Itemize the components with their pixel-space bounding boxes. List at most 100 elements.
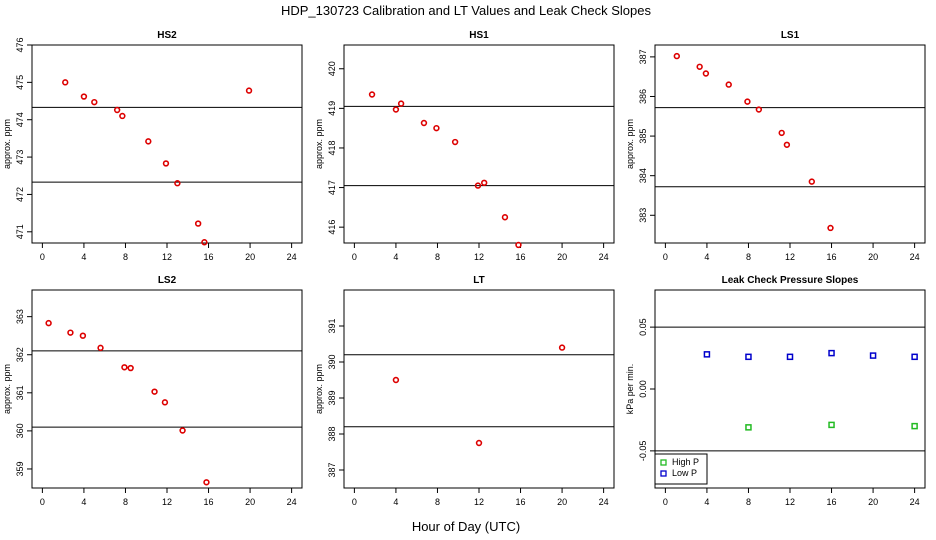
y-tick-label: -0.05 <box>638 441 648 462</box>
x-tick-label: 0 <box>40 497 45 507</box>
x-tick-label: 4 <box>81 497 86 507</box>
legend-marker <box>660 470 667 477</box>
data-point <box>420 119 428 127</box>
x-tick-label: 8 <box>746 252 751 262</box>
data-point <box>113 106 121 114</box>
legend-marker <box>660 459 667 466</box>
y-tick-label: 420 <box>327 61 337 76</box>
x-tick-label: 24 <box>287 252 297 262</box>
x-tick-label: 20 <box>557 252 567 262</box>
x-tick-label: 0 <box>352 252 357 262</box>
legend-label: High P <box>672 457 699 467</box>
legend-label: Low P <box>672 468 697 478</box>
data-point <box>67 329 74 336</box>
x-tick-label: 0 <box>663 252 668 262</box>
x-tick-label: 24 <box>910 252 920 262</box>
y-axis-label: approx. ppm <box>314 119 324 169</box>
data-point <box>45 319 52 327</box>
panel-hs2: HS2 0 4 8 12 16 20 24 471 472 473 474 475 476 approx. … <box>2 30 303 262</box>
data-point-low-p <box>869 352 877 359</box>
data-point <box>778 129 785 137</box>
y-tick-label: 389 <box>327 390 337 405</box>
x-tick-label: 12 <box>785 252 795 262</box>
x-tick-label: 24 <box>287 497 297 507</box>
x-tick-label: 24 <box>910 497 920 507</box>
y-tick-label: 418 <box>327 140 337 155</box>
y-tick-label: 385 <box>638 129 648 144</box>
y-tick-label: 360 <box>15 423 25 438</box>
data-point <box>725 81 732 88</box>
panel-title: Leak Check Pressure Slopes <box>722 275 859 286</box>
plot-frame <box>343 289 615 489</box>
data-point-high-p <box>745 424 752 431</box>
data-point <box>79 332 87 339</box>
plot-frame <box>343 44 615 244</box>
y-tick-label: 0.00 <box>638 380 648 398</box>
y-tick-label: 391 <box>327 318 337 333</box>
data-point-high-p <box>911 422 918 430</box>
y-tick-label: 472 <box>15 187 25 202</box>
data-point <box>397 100 405 107</box>
x-tick-label: 20 <box>557 497 567 507</box>
x-tick-label: 24 <box>599 497 609 507</box>
y-tick-label: 383 <box>638 208 648 223</box>
y-tick-label: 474 <box>15 112 25 127</box>
x-tick-label: 16 <box>827 252 837 262</box>
y-axis-label: approx. ppm <box>2 119 12 169</box>
data-point <box>245 87 253 94</box>
panels: HS2 0 4 8 12 16 20 24 471 472 473 474 475 476 approx. … <box>2 30 926 507</box>
panel-hs1: HS1 0 4 8 12 16 20 24 416 417 418 419 420 approx. ppm <box>314 30 615 262</box>
y-axis-label: approx. ppm <box>2 364 12 414</box>
y-tick-label: 361 <box>15 385 25 400</box>
y-tick-label: 471 <box>15 224 25 239</box>
data-point <box>744 98 751 105</box>
data-point <box>475 439 483 447</box>
data-point <box>558 344 566 351</box>
panel-title: HS1 <box>469 30 489 41</box>
data-point <box>151 388 158 395</box>
data-point <box>145 138 152 145</box>
y-tick-label: 419 <box>327 101 337 116</box>
data-point-low-p <box>828 349 835 357</box>
x-tick-label: 8 <box>123 497 128 507</box>
x-tick-label: 8 <box>746 497 751 507</box>
y-tick-label: 387 <box>638 49 648 64</box>
panel-title: HS2 <box>157 30 177 41</box>
data-point <box>827 224 834 232</box>
data-point <box>174 180 181 187</box>
data-point <box>97 344 104 352</box>
data-point <box>433 124 440 132</box>
x-tick-label: 16 <box>516 497 526 507</box>
data-point <box>673 52 681 60</box>
data-point <box>515 241 522 249</box>
panel-title: LS1 <box>781 30 800 41</box>
panel-title: LS2 <box>158 275 177 286</box>
y-axis-label: kPa per min. <box>625 364 635 415</box>
data-point <box>80 93 88 100</box>
y-tick-label: 473 <box>15 150 25 165</box>
data-point-low-p <box>911 353 918 361</box>
plot-frame <box>654 44 926 244</box>
y-axis-label: approx. ppm <box>314 364 324 414</box>
data-point <box>127 364 134 372</box>
data-point <box>451 138 459 146</box>
plot-frame <box>31 289 303 489</box>
x-tick-label: 12 <box>162 252 172 262</box>
data-point <box>696 63 703 70</box>
y-tick-label: 384 <box>638 168 648 183</box>
y-axis-label: approx. ppm <box>625 119 635 169</box>
y-tick-label: 390 <box>327 354 337 369</box>
x-tick-label: 20 <box>245 252 255 262</box>
x-tick-label: 16 <box>204 252 214 262</box>
y-tick-label: 388 <box>327 426 337 441</box>
legend-box <box>654 453 708 485</box>
x-tick-label: 16 <box>204 497 214 507</box>
y-tick-label: 416 <box>327 220 337 235</box>
data-point <box>702 70 710 77</box>
data-point <box>162 160 170 167</box>
x-tick-label: 4 <box>393 252 398 262</box>
x-tick-label: 12 <box>474 497 484 507</box>
y-tick-label: 475 <box>15 75 25 90</box>
x-tick-label: 0 <box>40 252 45 262</box>
data-point <box>179 427 186 434</box>
